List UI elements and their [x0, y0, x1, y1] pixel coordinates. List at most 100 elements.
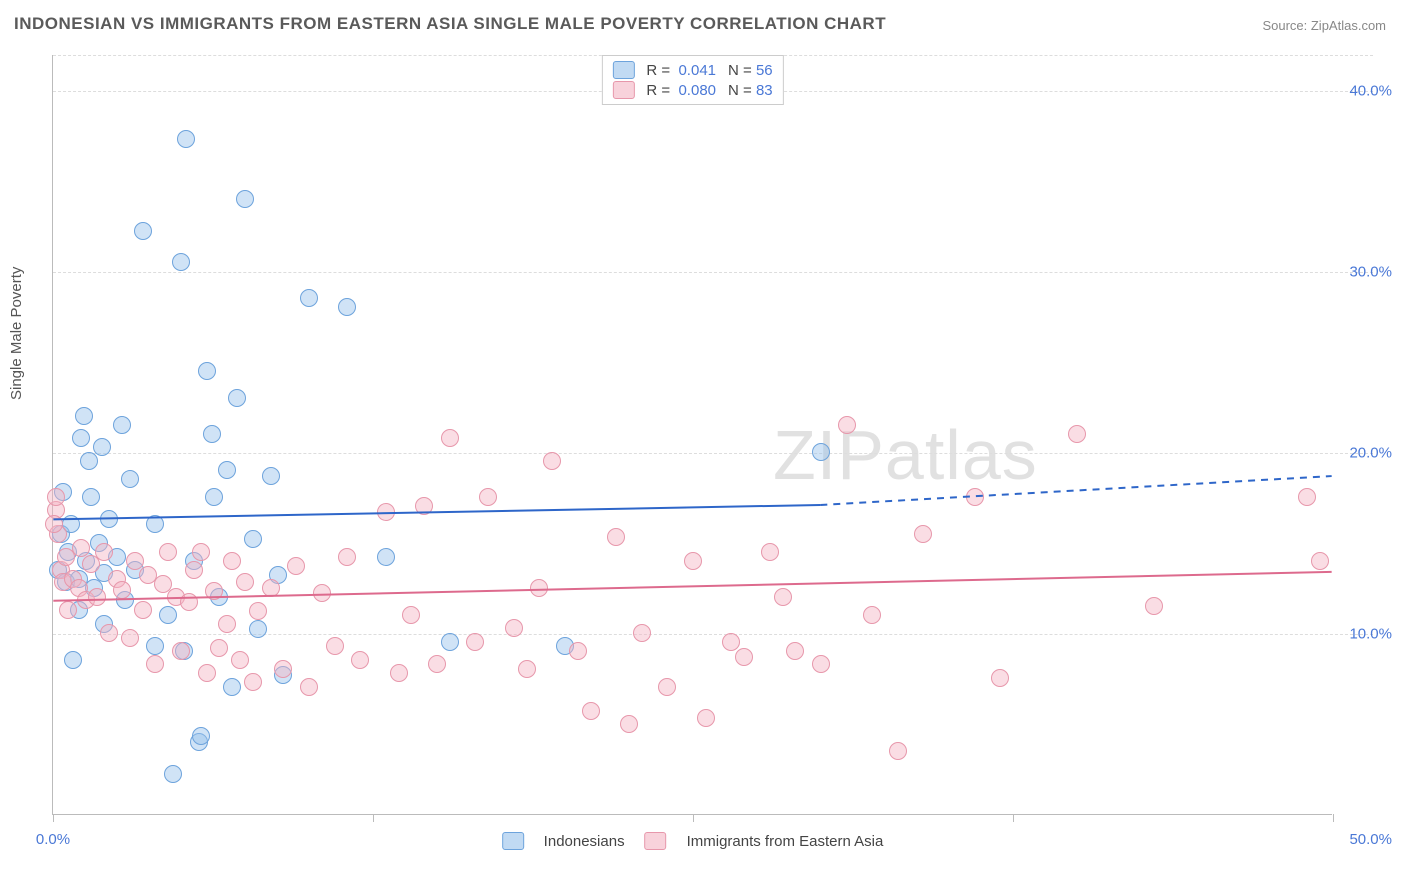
- x-tick: [1333, 814, 1334, 822]
- data-point: [274, 660, 292, 678]
- data-point: [313, 584, 331, 602]
- data-point: [88, 588, 106, 606]
- data-point: [146, 637, 164, 655]
- data-point: [1298, 488, 1316, 506]
- data-point: [218, 615, 236, 633]
- data-point: [228, 389, 246, 407]
- data-point: [441, 633, 459, 651]
- legend-r-label: R = 0.080: [646, 82, 716, 99]
- data-point: [172, 253, 190, 271]
- data-point: [684, 552, 702, 570]
- legend-row: R = 0.080 N = 83: [612, 80, 772, 100]
- data-point: [205, 582, 223, 600]
- source-label: Source: ZipAtlas.com: [1262, 18, 1386, 33]
- data-point: [223, 552, 241, 570]
- data-point: [205, 488, 223, 506]
- data-point: [479, 488, 497, 506]
- y-tick-label: 40.0%: [1349, 83, 1392, 100]
- data-point: [1311, 552, 1329, 570]
- x-tick: [1013, 814, 1014, 822]
- data-point: [774, 588, 792, 606]
- data-point: [300, 289, 318, 307]
- x-tick-label: 50.0%: [1349, 831, 1392, 848]
- data-point: [93, 438, 111, 456]
- data-point: [121, 470, 139, 488]
- data-point: [126, 552, 144, 570]
- data-point: [262, 467, 280, 485]
- data-point: [466, 633, 484, 651]
- data-point: [218, 461, 236, 479]
- y-tick-label: 10.0%: [1349, 626, 1392, 643]
- data-point: [100, 510, 118, 528]
- data-point: [134, 601, 152, 619]
- data-point: [697, 709, 715, 727]
- data-point: [159, 543, 177, 561]
- data-point: [338, 548, 356, 566]
- data-point: [505, 619, 523, 637]
- data-point: [326, 637, 344, 655]
- data-point: [47, 488, 65, 506]
- legend-n-label: N = 56: [728, 62, 773, 79]
- data-point: [300, 678, 318, 696]
- data-point: [338, 298, 356, 316]
- legend-swatch: [645, 832, 667, 850]
- data-point: [223, 678, 241, 696]
- data-point: [518, 660, 536, 678]
- data-point: [607, 528, 625, 546]
- y-tick-label: 30.0%: [1349, 264, 1392, 281]
- legend-n-label: N = 83: [728, 82, 773, 99]
- data-point: [198, 362, 216, 380]
- chart-title: INDONESIAN VS IMMIGRANTS FROM EASTERN AS…: [14, 14, 886, 34]
- data-point: [812, 443, 830, 461]
- data-point: [812, 655, 830, 673]
- data-point: [244, 673, 262, 691]
- data-point: [134, 222, 152, 240]
- data-point: [582, 702, 600, 720]
- data-point: [249, 620, 267, 638]
- legend-series: IndonesiansImmigrants from Eastern Asia: [502, 832, 884, 850]
- data-point: [1145, 597, 1163, 615]
- data-point: [244, 530, 262, 548]
- legend-row: R = 0.041 N = 56: [612, 60, 772, 80]
- data-point: [543, 452, 561, 470]
- data-point: [377, 503, 395, 521]
- data-point: [185, 561, 203, 579]
- data-point: [966, 488, 984, 506]
- data-point: [100, 624, 118, 642]
- data-point: [59, 601, 77, 619]
- data-point: [658, 678, 676, 696]
- data-point: [231, 651, 249, 669]
- trend-lines: [53, 55, 1332, 814]
- x-tick: [693, 814, 694, 822]
- data-point: [64, 651, 82, 669]
- data-point: [159, 606, 177, 624]
- data-point: [863, 606, 881, 624]
- data-point: [192, 727, 210, 745]
- data-point: [415, 497, 433, 515]
- data-point: [786, 642, 804, 660]
- data-point: [530, 579, 548, 597]
- data-point: [121, 629, 139, 647]
- data-point: [80, 452, 98, 470]
- legend-r-label: R = 0.041: [646, 62, 716, 79]
- data-point: [262, 579, 280, 597]
- data-point: [889, 742, 907, 760]
- data-point: [180, 593, 198, 611]
- data-point: [441, 429, 459, 447]
- legend-correlation: R = 0.041 N = 56 R = 0.080 N = 83: [601, 55, 783, 105]
- data-point: [761, 543, 779, 561]
- legend-series-label: Indonesians: [544, 833, 625, 850]
- data-point: [210, 639, 228, 657]
- data-point: [620, 715, 638, 733]
- data-point: [164, 765, 182, 783]
- data-point: [72, 539, 90, 557]
- data-point: [722, 633, 740, 651]
- legend-swatch: [502, 832, 524, 850]
- data-point: [428, 655, 446, 673]
- data-point: [192, 543, 210, 561]
- grid-line: [53, 272, 1373, 273]
- data-point: [287, 557, 305, 575]
- data-point: [146, 655, 164, 673]
- data-point: [146, 515, 164, 533]
- data-point: [113, 581, 131, 599]
